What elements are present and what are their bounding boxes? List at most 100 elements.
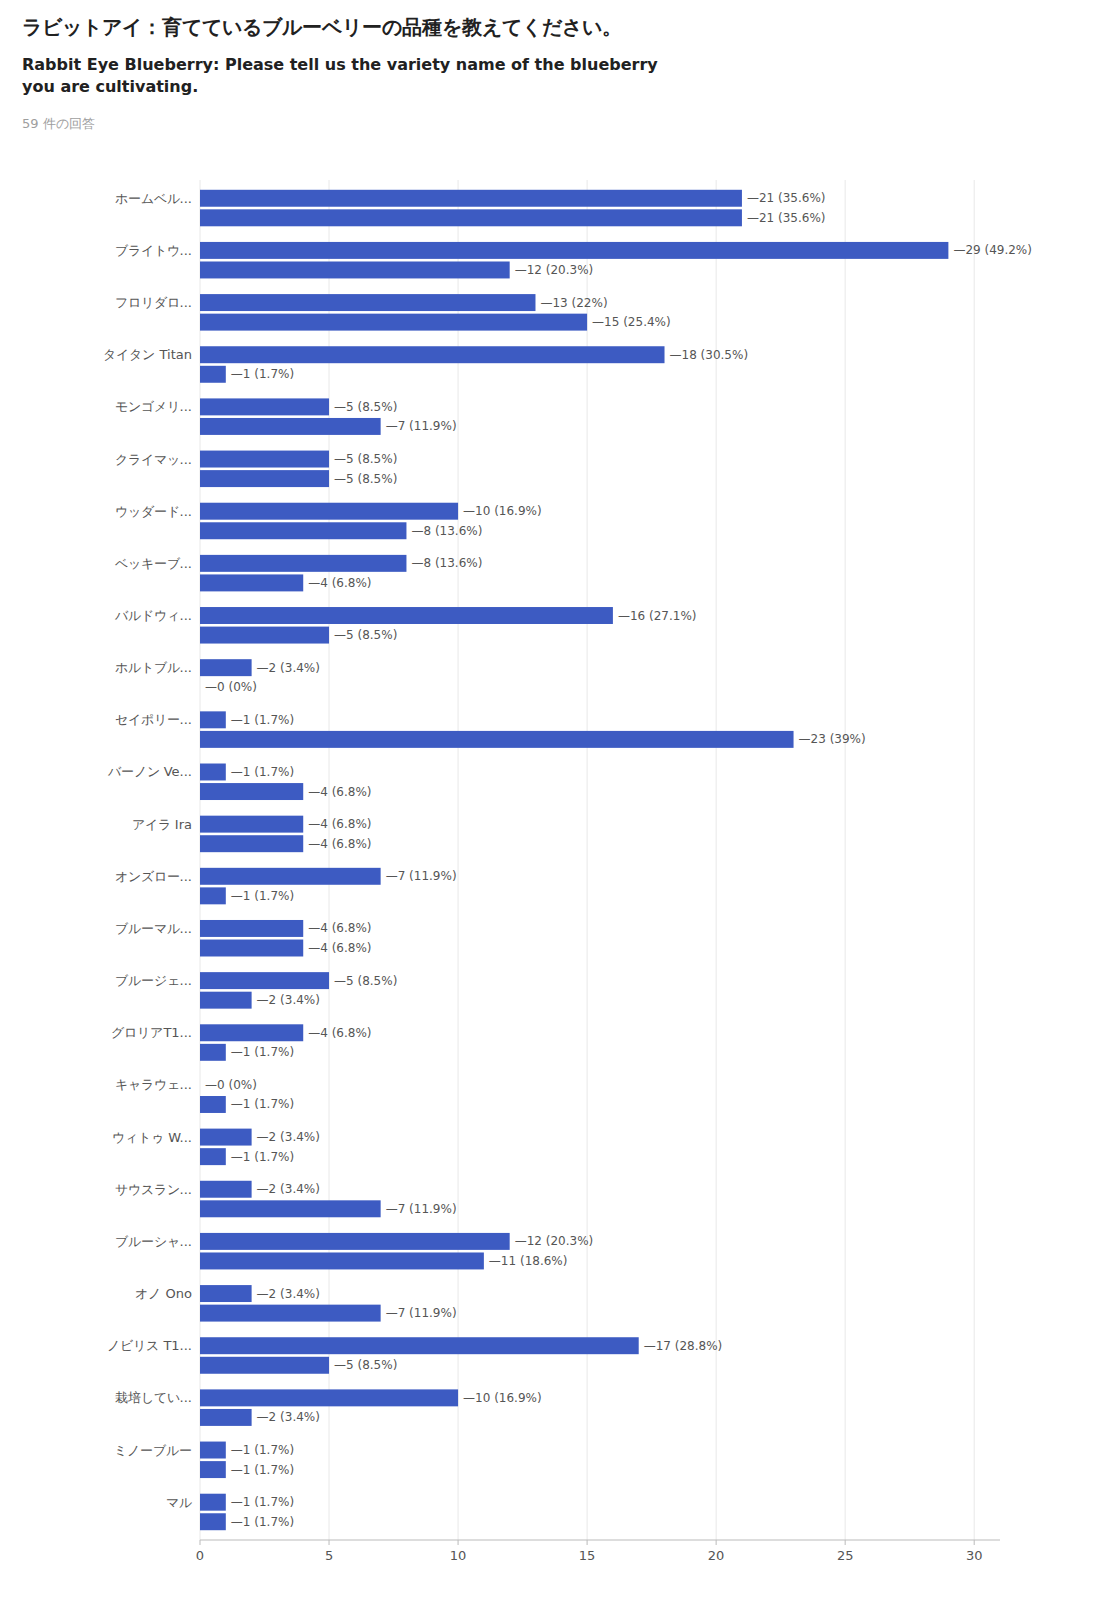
tick-mark bbox=[716, 1540, 717, 1545]
data-label: —5 (8.5%) bbox=[334, 628, 397, 642]
data-label: —11 (18.6%) bbox=[489, 1254, 568, 1268]
bar bbox=[200, 1044, 226, 1061]
grid bbox=[200, 180, 974, 1540]
bar bbox=[200, 261, 510, 278]
bar bbox=[200, 1181, 252, 1198]
bar bbox=[200, 503, 458, 520]
background bbox=[0, 0, 1103, 1600]
data-label: —0 (0%) bbox=[205, 1078, 257, 1092]
bar bbox=[200, 366, 226, 383]
category-label: フロリダロ... bbox=[115, 295, 192, 310]
data-labels: —21 (35.6%)—21 (35.6%)—29 (49.2%)—12 (20… bbox=[205, 191, 1032, 1528]
data-label: —18 (30.5%) bbox=[670, 348, 749, 362]
bar bbox=[200, 1337, 639, 1354]
tick-mark bbox=[974, 1540, 975, 1545]
grid-line bbox=[845, 180, 846, 1540]
annotation: 59 件の回答 bbox=[22, 116, 95, 131]
data-label: —7 (11.9%) bbox=[386, 1202, 457, 1216]
data-label: —2 (3.4%) bbox=[257, 993, 320, 1007]
bar bbox=[200, 1494, 226, 1511]
data-label: —1 (1.7%) bbox=[231, 1463, 294, 1477]
category-label: ブルーシャ... bbox=[115, 1234, 192, 1249]
grid-line bbox=[587, 180, 588, 1540]
bar bbox=[200, 972, 329, 989]
data-label: —5 (8.5%) bbox=[334, 1358, 397, 1372]
grid-line bbox=[974, 180, 975, 1540]
bar bbox=[200, 1096, 226, 1113]
tick-label: 20 bbox=[708, 1548, 725, 1563]
category-label: マル bbox=[166, 1495, 192, 1510]
tick-label: 10 bbox=[450, 1548, 467, 1563]
data-label: —5 (8.5%) bbox=[334, 472, 397, 486]
data-label: —21 (35.6%) bbox=[747, 191, 826, 205]
bar bbox=[200, 868, 381, 885]
data-label: —4 (6.8%) bbox=[308, 1026, 371, 1040]
bar bbox=[200, 783, 303, 800]
subtitle-line: you are cultivating. bbox=[22, 77, 198, 96]
data-label: —4 (6.8%) bbox=[308, 921, 371, 935]
bar bbox=[200, 992, 252, 1009]
tick-mark bbox=[458, 1540, 459, 1545]
data-label: —2 (3.4%) bbox=[257, 1410, 320, 1424]
y-axis: ホームベル...ブライトウ...フロリダロ...タイタン Titanモンゴメリ.… bbox=[103, 191, 192, 1510]
tick-label: 15 bbox=[579, 1548, 596, 1563]
data-label: —17 (28.8%) bbox=[644, 1339, 723, 1353]
bar bbox=[200, 1305, 381, 1322]
category-label: ブライトウ... bbox=[115, 243, 192, 258]
bar bbox=[200, 940, 303, 957]
category-label: オンズロー... bbox=[115, 869, 192, 884]
bar bbox=[200, 451, 329, 468]
bar bbox=[200, 1252, 484, 1269]
category-label: ノビリス T1... bbox=[107, 1338, 192, 1353]
data-label: —2 (3.4%) bbox=[257, 1287, 320, 1301]
bar bbox=[200, 627, 329, 644]
bar bbox=[200, 920, 303, 937]
bar bbox=[200, 346, 665, 363]
category-label: オノ Ono bbox=[135, 1286, 192, 1301]
bar bbox=[200, 1200, 381, 1217]
data-label: —1 (1.7%) bbox=[231, 1150, 294, 1164]
bars bbox=[200, 190, 948, 1530]
bar bbox=[200, 470, 329, 487]
data-label: —5 (8.5%) bbox=[334, 400, 397, 414]
data-label: —1 (1.7%) bbox=[231, 1515, 294, 1529]
axis-line bbox=[200, 1540, 1000, 1541]
data-label: —1 (1.7%) bbox=[231, 765, 294, 779]
tick-label: 0 bbox=[196, 1548, 204, 1563]
data-label: —12 (20.3%) bbox=[515, 263, 594, 277]
data-label: —12 (20.3%) bbox=[515, 1234, 594, 1248]
grid-line bbox=[458, 180, 459, 1540]
bar bbox=[200, 418, 381, 435]
bar bbox=[200, 398, 329, 415]
data-label: —0 (0%) bbox=[205, 680, 257, 694]
data-label: —7 (11.9%) bbox=[386, 1306, 457, 1320]
data-label: —1 (1.7%) bbox=[231, 1495, 294, 1509]
data-label: —4 (6.8%) bbox=[308, 785, 371, 799]
data-label: —1 (1.7%) bbox=[231, 713, 294, 727]
bar bbox=[200, 1076, 201, 1093]
bar bbox=[200, 1461, 226, 1478]
bar bbox=[200, 1024, 303, 1041]
category-label: クライマッ... bbox=[115, 452, 192, 467]
category-label: ブルージェ... bbox=[115, 973, 192, 988]
tick-label: 5 bbox=[325, 1548, 333, 1563]
data-label: —7 (11.9%) bbox=[386, 869, 457, 883]
category-label: キャラウェ... bbox=[115, 1077, 192, 1092]
bar bbox=[200, 1233, 510, 1250]
data-label: —15 (25.4%) bbox=[592, 315, 671, 329]
grid-line bbox=[329, 180, 330, 1540]
tick-mark bbox=[200, 1540, 201, 1545]
category-label: グロリアT1... bbox=[111, 1025, 192, 1040]
bar bbox=[200, 816, 303, 833]
bar bbox=[200, 1357, 329, 1374]
bar bbox=[200, 574, 303, 591]
bar bbox=[200, 1409, 252, 1426]
title: ラビットアイ：育てているブルーベリーの品種を教えてください。 bbox=[22, 15, 622, 39]
data-label: —23 (39%) bbox=[799, 732, 866, 746]
category-label: バーノン Ve... bbox=[107, 764, 192, 779]
bar bbox=[200, 294, 535, 311]
data-label: —4 (6.8%) bbox=[308, 817, 371, 831]
bar bbox=[200, 764, 226, 781]
category-label: 栽培してい... bbox=[115, 1390, 192, 1405]
data-label: —1 (1.7%) bbox=[231, 1045, 294, 1059]
